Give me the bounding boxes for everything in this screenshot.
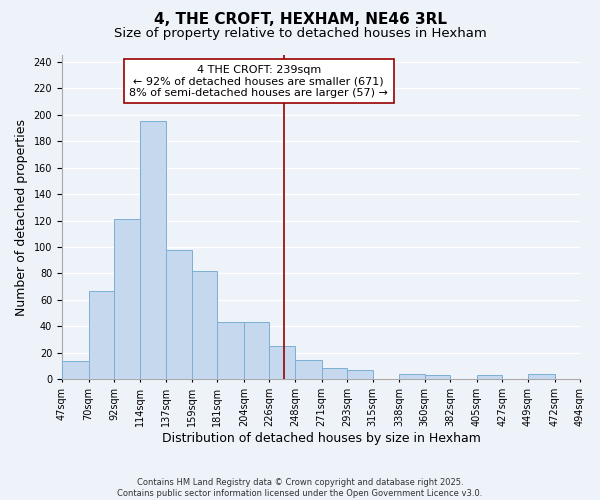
Bar: [217, 322, 244, 380]
Bar: [114, 219, 140, 380]
Bar: [62, 361, 89, 380]
Text: Contains HM Land Registry data © Crown copyright and database right 2025.
Contai: Contains HM Land Registry data © Crown c…: [118, 478, 482, 498]
Bar: [528, 374, 554, 380]
X-axis label: Distribution of detached houses by size in Hexham: Distribution of detached houses by size …: [161, 432, 481, 445]
Bar: [477, 376, 502, 380]
Text: 4 THE CROFT: 239sqm
← 92% of detached houses are smaller (671)
8% of semi-detach: 4 THE CROFT: 239sqm ← 92% of detached ho…: [130, 64, 388, 98]
Bar: [425, 376, 450, 380]
Bar: [322, 368, 347, 380]
Bar: [140, 121, 166, 380]
Y-axis label: Number of detached properties: Number of detached properties: [15, 118, 28, 316]
Bar: [269, 346, 295, 380]
Text: 4, THE CROFT, HEXHAM, NE46 3RL: 4, THE CROFT, HEXHAM, NE46 3RL: [154, 12, 446, 28]
Bar: [192, 271, 217, 380]
Bar: [89, 290, 114, 380]
Bar: [166, 250, 192, 380]
Text: Size of property relative to detached houses in Hexham: Size of property relative to detached ho…: [113, 28, 487, 40]
Bar: [295, 360, 322, 380]
Bar: [399, 374, 425, 380]
Bar: [347, 370, 373, 380]
Bar: [244, 322, 269, 380]
